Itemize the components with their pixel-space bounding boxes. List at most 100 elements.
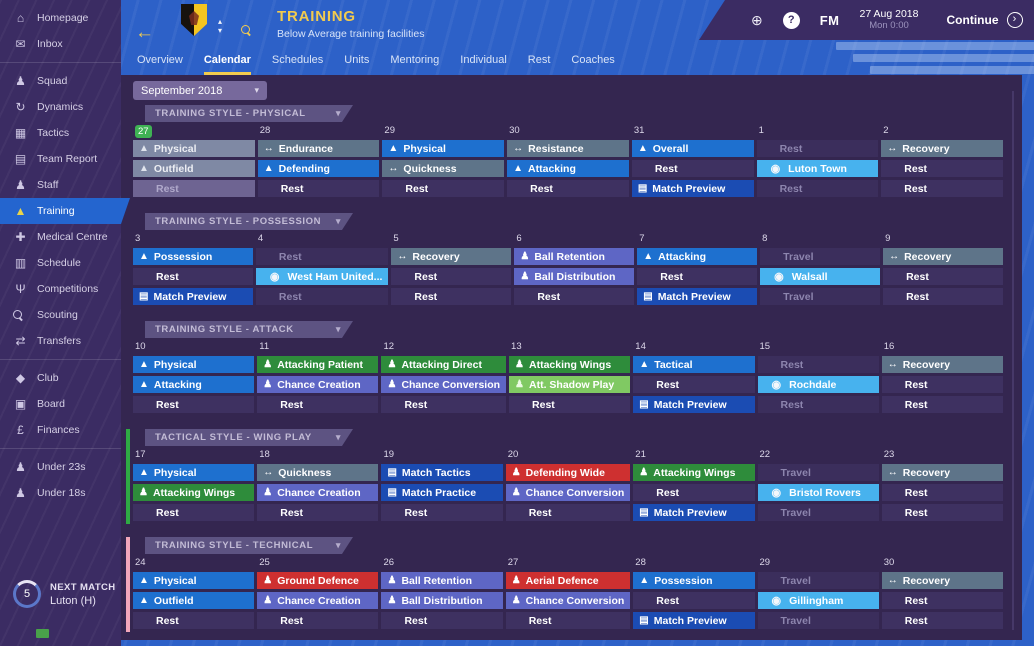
- session-cell[interactable]: ↔ Resistance: [507, 140, 629, 157]
- session-cell[interactable]: ▲ Physical: [133, 464, 255, 481]
- search-icon[interactable]: [241, 25, 252, 36]
- sidebar-item-medical-centre[interactable]: ✚ Medical Centre: [0, 224, 121, 250]
- session-cell[interactable]: ▤ Match Preview: [631, 180, 754, 197]
- session-cell[interactable]: ↔ Recovery: [881, 356, 1003, 373]
- session-cell[interactable]: ↔ Quickness: [257, 464, 379, 481]
- session-cell[interactable]: ▲ Overall: [631, 140, 754, 157]
- month-dropdown[interactable]: September 2018 ▾: [133, 81, 267, 100]
- session-cell[interactable]: Travel: [760, 248, 881, 265]
- match-cell[interactable]: ◉ Rochdale: [757, 376, 879, 393]
- tab-mentoring[interactable]: Mentoring: [390, 54, 440, 66]
- session-cell[interactable]: Rest: [637, 268, 758, 285]
- session-cell[interactable]: Rest: [391, 268, 512, 285]
- match-cell[interactable]: ◉ Gillingham: [757, 592, 879, 609]
- session-cell[interactable]: Rest: [133, 396, 255, 413]
- sidebar-item-club[interactable]: ◆ Club: [0, 365, 121, 391]
- tab-schedules[interactable]: Schedules: [271, 54, 324, 66]
- session-cell[interactable]: Rest: [881, 396, 1003, 413]
- session-cell[interactable]: Rest: [633, 484, 755, 501]
- training-style-header[interactable]: TRAINING STYLE - POSSESSION ▾: [145, 213, 353, 230]
- session-cell[interactable]: ▲ Physical: [133, 140, 255, 157]
- fm-logo[interactable]: FM: [819, 12, 840, 28]
- session-cell[interactable]: Rest: [381, 504, 503, 521]
- session-cell[interactable]: ▤ Match Preview: [633, 396, 755, 413]
- sidebar-item-squad[interactable]: ♟ Squad: [0, 68, 121, 94]
- session-cell[interactable]: ▲ Attacking: [133, 376, 255, 393]
- sidebar-item-team-report[interactable]: ▤ Team Report: [0, 146, 121, 172]
- session-cell[interactable]: Rest: [257, 396, 379, 413]
- session-cell[interactable]: ♟ Attacking Wings: [509, 356, 631, 373]
- session-cell[interactable]: ♟ Ball Retention: [514, 248, 635, 265]
- session-cell[interactable]: ♟ Attacking Direct: [381, 356, 507, 373]
- sidebar-item-inbox[interactable]: ✉ Inbox: [0, 31, 121, 57]
- tab-units[interactable]: Units: [344, 54, 370, 66]
- session-cell[interactable]: Rest: [633, 376, 755, 393]
- session-cell[interactable]: Rest: [514, 288, 635, 305]
- session-cell[interactable]: Rest: [883, 268, 1003, 285]
- world-icon[interactable]: ⊕: [751, 11, 763, 28]
- training-style-header[interactable]: TACTICAL STYLE - WING PLAY ▾: [145, 429, 353, 446]
- session-cell[interactable]: ♟ Ball Distribution: [514, 268, 635, 285]
- session-cell[interactable]: Rest: [883, 288, 1003, 305]
- session-cell[interactable]: Travel: [760, 288, 881, 305]
- session-cell[interactable]: Rest: [631, 160, 754, 177]
- session-cell[interactable]: ♟ Ball Retention: [381, 572, 503, 589]
- session-cell[interactable]: ▲ Attacking: [637, 248, 758, 265]
- sidebar-item-training[interactable]: ▲ Training: [0, 198, 130, 224]
- session-cell[interactable]: Travel: [757, 504, 879, 521]
- session-cell[interactable]: Rest: [633, 592, 755, 609]
- session-cell[interactable]: ♟ Chance Conversion: [505, 484, 631, 501]
- session-cell[interactable]: ▲ Tactical: [633, 356, 755, 373]
- sidebar-item-board[interactable]: ▣ Board: [0, 391, 121, 417]
- session-cell[interactable]: Rest: [756, 140, 879, 157]
- club-crest[interactable]: [181, 4, 207, 36]
- session-cell[interactable]: Travel: [757, 612, 879, 629]
- next-match-widget[interactable]: 5 NEXT MATCH Luton (H): [13, 580, 116, 608]
- session-cell[interactable]: Rest: [382, 180, 505, 197]
- session-cell[interactable]: Rest: [391, 288, 512, 305]
- training-style-header[interactable]: TRAINING STYLE - ATTACK ▾: [145, 321, 353, 338]
- session-cell[interactable]: ↔ Recovery: [881, 572, 1003, 589]
- session-cell[interactable]: Rest: [507, 180, 629, 197]
- session-cell[interactable]: Rest: [255, 248, 389, 265]
- session-cell[interactable]: Rest: [133, 180, 255, 197]
- sidebar-item-staff[interactable]: ♟ Staff: [0, 172, 121, 198]
- match-cell[interactable]: ◉ Luton Town: [756, 160, 879, 177]
- session-cell[interactable]: ▲ Attacking: [507, 160, 629, 177]
- session-cell[interactable]: ♟ Attacking Wings: [633, 464, 755, 481]
- session-cell[interactable]: ▲ Outfield: [133, 592, 255, 609]
- session-cell[interactable]: Rest: [881, 612, 1003, 629]
- match-cell[interactable]: ◉ Bristol Rovers: [757, 484, 879, 501]
- session-cell[interactable]: ▲ Outfield: [133, 160, 255, 177]
- session-cell[interactable]: ▤ Match Preview: [637, 288, 758, 305]
- scrollbar[interactable]: [1012, 91, 1014, 630]
- session-cell[interactable]: Travel: [757, 464, 879, 481]
- session-cell[interactable]: ▲ Possession: [133, 248, 253, 265]
- sidebar-item-transfers[interactable]: ⇄ Transfers: [0, 328, 121, 354]
- session-cell[interactable]: ▲ Physical: [382, 140, 505, 157]
- session-cell[interactable]: Rest: [133, 268, 253, 285]
- sidebar-item-under-18s[interactable]: ♟ Under 18s: [0, 480, 121, 506]
- session-cell[interactable]: ↔ Recovery: [391, 248, 512, 265]
- session-cell[interactable]: ▲ Defending: [257, 160, 380, 177]
- session-cell[interactable]: ▤ Match Preview: [133, 288, 253, 305]
- session-cell[interactable]: ♟ Chance Conversion: [381, 376, 507, 393]
- session-cell[interactable]: ↔ Recovery: [881, 140, 1003, 157]
- session-cell[interactable]: Rest: [255, 288, 389, 305]
- continue-button[interactable]: Continue ›: [947, 12, 1023, 28]
- session-cell[interactable]: ♟ Chance Creation: [257, 376, 379, 393]
- session-cell[interactable]: ♟ Attacking Patient: [257, 356, 379, 373]
- session-cell[interactable]: Rest: [881, 160, 1003, 177]
- session-cell[interactable]: Rest: [881, 504, 1003, 521]
- session-cell[interactable]: ♟ Att. Shadow Play: [509, 376, 631, 393]
- match-cell[interactable]: ◉ West Ham United...: [255, 268, 389, 285]
- sidebar-item-under-23s[interactable]: ♟ Under 23s: [0, 454, 121, 480]
- sidebar-item-schedule[interactable]: ▥ Schedule: [0, 250, 121, 276]
- training-style-header[interactable]: TRAINING STYLE - PHYSICAL ▾: [145, 105, 353, 122]
- team-switcher[interactable]: ▴ ▾: [218, 18, 222, 35]
- session-cell[interactable]: Rest: [381, 396, 507, 413]
- tab-overview[interactable]: Overview: [137, 54, 183, 66]
- session-cell[interactable]: Rest: [505, 504, 631, 521]
- back-arrow-icon[interactable]: ←: [135, 22, 154, 43]
- session-cell[interactable]: Travel: [757, 572, 879, 589]
